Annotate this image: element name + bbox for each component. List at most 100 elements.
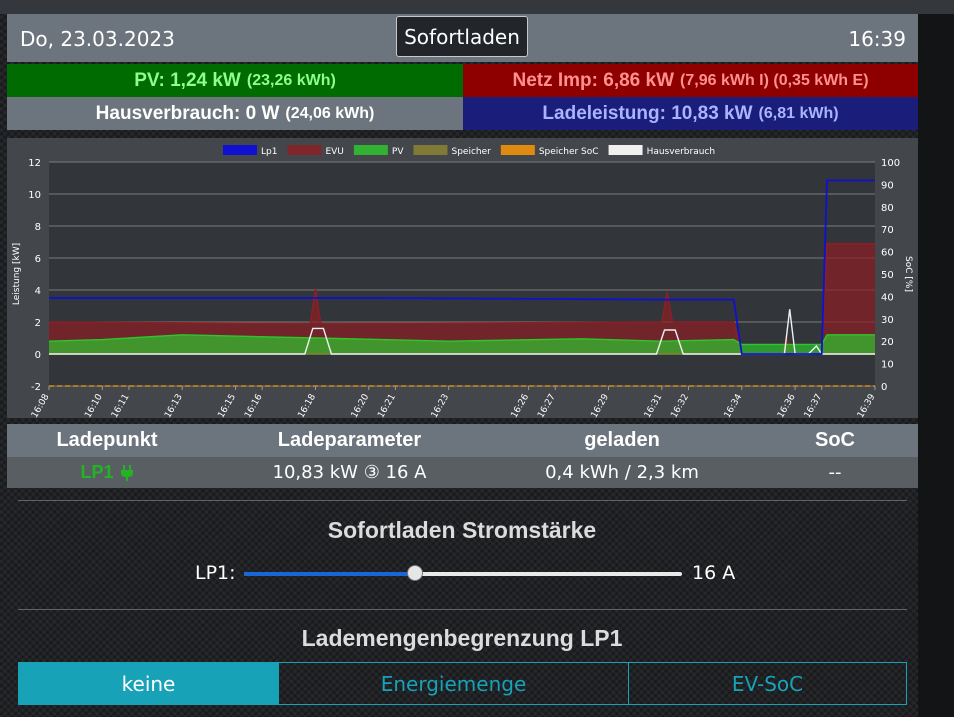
divider — [18, 500, 907, 501]
legend-label-speicher-soc: Speicher SoC — [539, 147, 599, 157]
x-tick-label: 16:21 — [376, 393, 398, 419]
grid-energy: (7,96 kWh I) (0,35 kWh E) — [680, 71, 869, 89]
x-tick-label: 16:23 — [430, 393, 452, 419]
house-power: Hausverbrauch: 0 W — [95, 102, 280, 124]
pv-status: PV: 1,24 kW (23,26 kWh) — [7, 64, 463, 97]
y-tick-label: 2 — [35, 318, 41, 329]
current-section-title: Sofortladen Stromstärke — [327, 517, 597, 543]
soc-value: -- — [828, 462, 842, 483]
house-status: Hausverbrauch: 0 W (24,06 kWh) — [7, 97, 463, 130]
y2-tick-label: 80 — [881, 203, 894, 214]
chargepoint-label: LP1 — [80, 462, 114, 482]
y2-tick-label: 40 — [881, 292, 894, 303]
x-tick-label: 16:15 — [216, 393, 238, 419]
y2-tick-label: 100 — [881, 158, 900, 169]
current-slider[interactable] — [244, 565, 682, 581]
x-tick-label: 16:27 — [536, 393, 558, 419]
series-line-lp1 — [49, 179, 875, 355]
legend-swatch-evu — [287, 145, 322, 155]
charge-mode-button[interactable]: Sofortladen — [396, 16, 528, 57]
x-tick-label: 16:36 — [776, 392, 798, 418]
charging-energy: (6,81 kWh) — [758, 104, 839, 122]
series-area-pv — [49, 334, 875, 354]
slider-handle[interactable] — [406, 565, 423, 581]
x-tick-label: 16:34 — [723, 392, 745, 418]
x-tick-label: 16:29 — [590, 392, 612, 418]
header-ladepunkt: Ladepunkt — [56, 429, 158, 451]
legend-swatch-speicher — [413, 145, 448, 155]
chargepoint-name[interactable]: LP1 — [7, 457, 207, 488]
time-label: 16:39 — [848, 27, 906, 51]
legend-swatch-pv — [353, 145, 388, 155]
x-tick-label: 16:18 — [296, 392, 318, 418]
legend-swatch-speicher-soc — [500, 145, 535, 155]
pv-energy: (23,26 kWh) — [246, 71, 336, 89]
x-tick-label: 16:08 — [30, 392, 52, 418]
y-tick-label: 0 — [35, 350, 41, 361]
legend-label-hausverbrauch: Hausverbrauch — [647, 147, 716, 157]
limit-option-energy[interactable]: Energiemenge — [278, 663, 628, 704]
y2-tick-label: 0 — [881, 382, 887, 393]
limit-option-group: keine Energiemenge EV-SoC — [18, 662, 907, 705]
current-slider-row: LP1: 16 A — [0, 560, 924, 590]
y2-tick-label: 70 — [881, 225, 894, 236]
grid-status: Netz Imp: 6,86 kW (7,96 kWh I) (0,35 kWh… — [463, 64, 918, 97]
x-tick-label: 16:10 — [83, 392, 105, 418]
y-tick-label: 10 — [28, 190, 41, 201]
table-row[interactable]: LP1 10,83 kW ③ 16 A 0,4 kWh / 2,3 km -- — [7, 457, 918, 488]
charging-status: Ladeleistung: 10,83 kW (6,81 kWh) — [463, 97, 918, 130]
legend-swatch-hausverbrauch — [608, 145, 643, 155]
y2-tick-label: 10 — [881, 360, 894, 371]
y-axis-title: Leistung [kW] — [12, 243, 22, 305]
pv-power: PV: 1,24 kW — [134, 69, 241, 91]
x-tick-label: 16:32 — [669, 393, 691, 419]
x-tick-label: 16:11 — [110, 393, 132, 419]
legend-label-pv: PV — [392, 147, 404, 157]
y2-tick-label: 30 — [881, 315, 894, 326]
x-tick-label: 16:31 — [643, 393, 665, 419]
charge-parameters: 10,83 kW ③ 16 A — [272, 462, 427, 483]
x-tick-label: 16:39 — [856, 392, 878, 418]
legend-label-lp1: Lp1 — [261, 147, 277, 157]
header-ladeparameter: Ladeparameter — [277, 429, 422, 451]
series-area-evu — [49, 243, 875, 354]
header-geladen: geladen — [584, 429, 660, 451]
power-chart-svg: -2 0 2 4 6 8 10 12 0 10 20 30 40 50 60 70 80 90 100 16:08 16… — [12, 145, 913, 419]
limit-option-ev-soc[interactable]: EV-SoC — [628, 663, 906, 704]
grid-power: Netz Imp: 6,86 kW — [512, 69, 675, 91]
house-energy: (24,06 kWh) — [285, 104, 375, 122]
charged-amount: 0,4 kWh / 2,3 km — [545, 462, 699, 483]
header-soc: SoC — [815, 429, 855, 451]
date-label: Do, 23.03.2023 — [20, 27, 175, 51]
y2-tick-label: 90 — [881, 180, 894, 191]
top-strip — [0, 0, 954, 14]
charging-power: Ladeleistung: 10,83 kW — [542, 102, 753, 124]
legend-label-speicher: Speicher — [451, 147, 491, 157]
x-tick-label: 16:13 — [163, 393, 185, 419]
y-tick-label: 12 — [28, 158, 41, 169]
y2-tick-label: 50 — [881, 270, 894, 281]
legend-label-evu: EVU — [325, 147, 343, 157]
plug-icon — [120, 464, 133, 481]
slider-fill — [244, 572, 415, 576]
x-tick-label: 16:16 — [243, 392, 265, 418]
limit-section-title: Lademengenbegrenzung LP1 — [301, 625, 623, 651]
divider — [18, 609, 907, 610]
y-tick-label: 8 — [35, 222, 41, 233]
slider-label: LP1: — [195, 562, 236, 584]
y-tick-label: -2 — [31, 382, 41, 393]
right-edge-strip — [918, 14, 954, 717]
x-tick-label: 16:37 — [803, 393, 825, 419]
x-tick-label: 16:26 — [510, 392, 532, 418]
y-tick-label: 4 — [35, 286, 41, 297]
header-bar: Do, 23.03.2023 Sofortladen 16:39 — [7, 14, 918, 62]
limit-option-none[interactable]: keine — [19, 663, 278, 704]
y2-axis-title: SoC [%] — [903, 256, 913, 292]
chargepoint-table: Ladepunkt Ladeparameter geladen SoC LP1 … — [7, 424, 918, 488]
legend-swatch-lp1 — [223, 145, 257, 155]
x-tick-label: 16:20 — [350, 392, 372, 418]
slider-value: 16 A — [692, 562, 736, 584]
y-tick-label: 6 — [35, 254, 41, 265]
power-chart: -2 0 2 4 6 8 10 12 0 10 20 30 40 50 60 70 80 90 100 16:08 16… — [7, 138, 918, 418]
y2-tick-label: 60 — [881, 248, 894, 259]
